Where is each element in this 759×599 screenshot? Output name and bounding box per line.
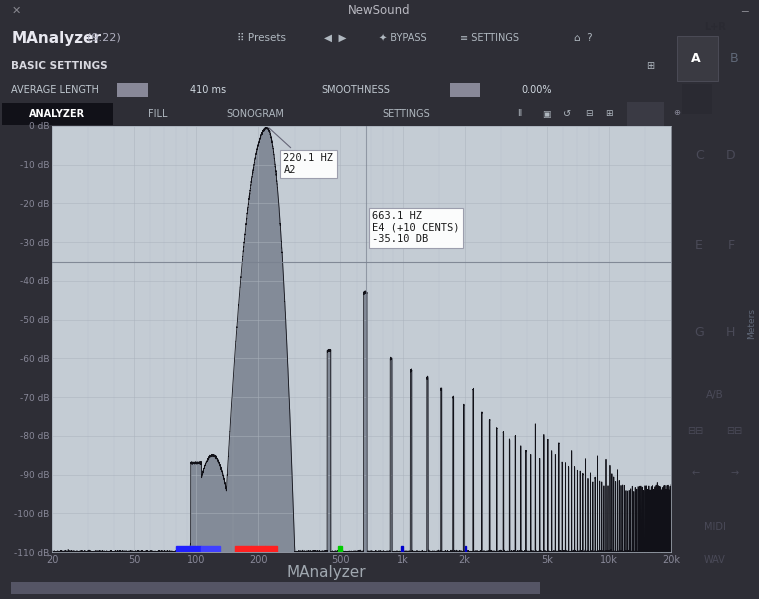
Text: ←: ← (691, 468, 700, 478)
Text: BASIC SETTINGS: BASIC SETTINGS (11, 61, 108, 71)
Bar (200, 546, 220, 552)
Text: ⌂  ?: ⌂ ? (575, 33, 593, 43)
Bar (2, 103, 113, 125)
Text: SETTINGS: SETTINGS (382, 109, 430, 119)
Text: ⊕: ⊕ (673, 108, 681, 117)
Bar (682, 84, 713, 114)
Text: E: E (695, 239, 703, 252)
Text: NewSound: NewSound (348, 5, 411, 17)
Bar (401, 546, 404, 552)
Bar (449, 83, 480, 97)
Text: ✕: ✕ (11, 6, 20, 16)
Text: ✦ BYPASS: ✦ BYPASS (379, 33, 427, 43)
Text: 663.1 HZ
E4 (+10 CENTS)
-35.10 DB: 663.1 HZ E4 (+10 CENTS) -35.10 DB (372, 211, 459, 244)
Text: ANALYZER: ANALYZER (29, 109, 85, 119)
Text: ⊞: ⊞ (646, 61, 654, 71)
Text: MAnalyzer: MAnalyzer (11, 31, 102, 46)
Bar (118, 83, 147, 97)
Text: SONOGRAM: SONOGRAM (226, 109, 284, 119)
Text: FILL: FILL (148, 109, 168, 119)
Text: A/B: A/B (706, 391, 724, 400)
Text: D: D (726, 149, 735, 162)
Text: Meters: Meters (748, 308, 757, 339)
Text: B: B (730, 52, 739, 65)
Text: WAV: WAV (704, 555, 726, 565)
Bar (628, 102, 664, 126)
Text: A: A (691, 52, 701, 65)
Text: (9.22): (9.22) (87, 33, 121, 43)
Text: AVERAGE LENGTH: AVERAGE LENGTH (11, 85, 99, 95)
Text: →: → (730, 468, 739, 478)
Text: ▣: ▣ (543, 110, 551, 119)
Text: MAnalyzer: MAnalyzer (287, 565, 366, 580)
Text: L+R: L+R (704, 22, 726, 32)
Text: ⊟⊟: ⊟⊟ (726, 426, 742, 436)
Text: ⊞: ⊞ (606, 110, 613, 119)
Bar (235, 546, 251, 552)
Bar (176, 546, 200, 552)
Text: II: II (518, 110, 523, 119)
Text: SMOOTHNESS: SMOOTHNESS (321, 85, 390, 95)
Text: ≡ SETTINGS: ≡ SETTINGS (460, 33, 519, 43)
Bar (265, 546, 276, 552)
Text: H: H (726, 326, 735, 339)
Text: 220.1 HZ
A2: 220.1 HZ A2 (269, 128, 333, 175)
Text: ─: ─ (741, 6, 748, 16)
Text: ↺: ↺ (563, 109, 571, 119)
Text: ⊟: ⊟ (585, 110, 593, 119)
Text: 0.00%: 0.00% (521, 85, 552, 95)
Text: 410 ms: 410 ms (190, 85, 226, 95)
Bar (11, 582, 540, 594)
Text: ◀  ▶: ◀ ▶ (324, 33, 347, 43)
Text: ⠿ Presets: ⠿ Presets (238, 33, 286, 43)
Text: F: F (727, 239, 735, 252)
Text: C: C (694, 149, 704, 162)
Text: ⊟⊟: ⊟⊟ (688, 426, 704, 436)
Bar (251, 546, 265, 552)
Bar (338, 546, 342, 552)
Text: G: G (694, 326, 704, 339)
Bar (677, 36, 718, 81)
Text: MIDI: MIDI (704, 522, 726, 532)
